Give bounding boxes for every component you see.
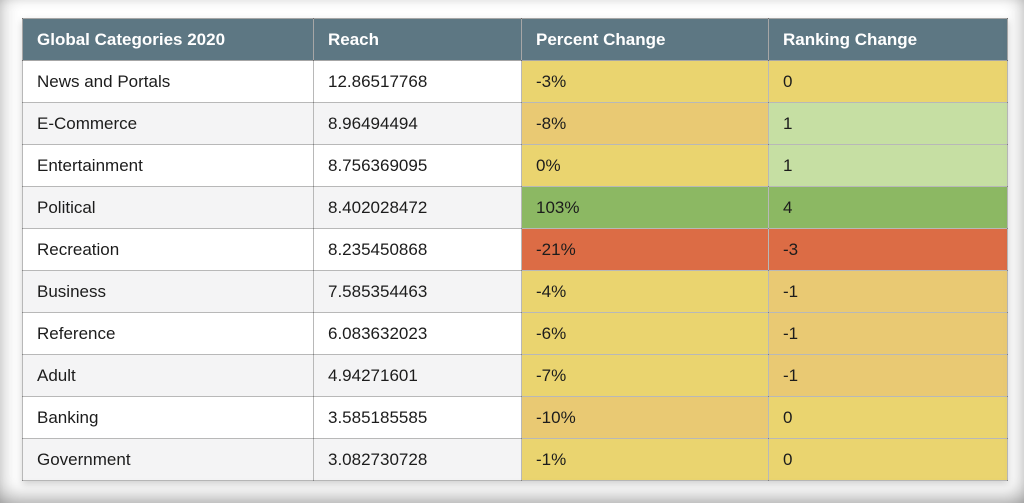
category-cell: E-Commerce: [22, 102, 314, 145]
reach-cell: 12.86517768: [313, 60, 522, 103]
percent-change-cell: 0%: [521, 144, 769, 187]
column-header-category: Global Categories 2020: [22, 18, 314, 61]
ranking-change-cell: 4: [768, 186, 1008, 229]
table-row: Adult 4.94271601 -7% -1: [22, 354, 1008, 397]
percent-change-cell: -10%: [521, 396, 769, 439]
table-row: Recreation 8.235450868 -21% -3: [22, 228, 1008, 271]
percent-change-cell: -21%: [521, 228, 769, 271]
table-row: Banking 3.585185585 -10% 0: [22, 396, 1008, 439]
ranking-change-cell: 1: [768, 102, 1008, 145]
global-categories-table: Global Categories 2020 Reach Percent Cha…: [22, 18, 1008, 481]
category-cell: Entertainment: [22, 144, 314, 187]
ranking-change-cell: -1: [768, 312, 1008, 355]
reach-cell: 7.585354463: [313, 270, 522, 313]
category-cell: Adult: [22, 354, 314, 397]
reach-cell: 6.083632023: [313, 312, 522, 355]
table-row: Entertainment 8.756369095 0% 1: [22, 144, 1008, 187]
percent-change-cell: -8%: [521, 102, 769, 145]
table-row: Government 3.082730728 -1% 0: [22, 438, 1008, 481]
percent-change-cell: -6%: [521, 312, 769, 355]
column-header-ranking-change: Ranking Change: [768, 18, 1008, 61]
category-cell: Business: [22, 270, 314, 313]
category-cell: Government: [22, 438, 314, 481]
table-row: News and Portals 12.86517768 -3% 0: [22, 60, 1008, 103]
ranking-change-cell: 0: [768, 438, 1008, 481]
reach-cell: 8.235450868: [313, 228, 522, 271]
ranking-change-cell: 1: [768, 144, 1008, 187]
category-cell: Recreation: [22, 228, 314, 271]
table-row: Political 8.402028472 103% 4: [22, 186, 1008, 229]
ranking-change-cell: 0: [768, 60, 1008, 103]
reach-cell: 8.402028472: [313, 186, 522, 229]
ranking-change-cell: -1: [768, 354, 1008, 397]
column-header-percent-change: Percent Change: [521, 18, 769, 61]
category-cell: News and Portals: [22, 60, 314, 103]
category-cell: Political: [22, 186, 314, 229]
table-header-row: Global Categories 2020 Reach Percent Cha…: [22, 18, 1008, 61]
reach-cell: 3.082730728: [313, 438, 522, 481]
reach-cell: 4.94271601: [313, 354, 522, 397]
percent-change-cell: -1%: [521, 438, 769, 481]
category-cell: Reference: [22, 312, 314, 355]
reach-cell: 8.756369095: [313, 144, 522, 187]
ranking-change-cell: -1: [768, 270, 1008, 313]
category-cell: Banking: [22, 396, 314, 439]
table-row: Business 7.585354463 -4% -1: [22, 270, 1008, 313]
percent-change-cell: -4%: [521, 270, 769, 313]
reach-cell: 3.585185585: [313, 396, 522, 439]
ranking-change-cell: 0: [768, 396, 1008, 439]
table-row: Reference 6.083632023 -6% -1: [22, 312, 1008, 355]
percent-change-cell: -3%: [521, 60, 769, 103]
percent-change-cell: 103%: [521, 186, 769, 229]
ranking-change-cell: -3: [768, 228, 1008, 271]
column-header-reach: Reach: [313, 18, 522, 61]
percent-change-cell: -7%: [521, 354, 769, 397]
reach-cell: 8.96494494: [313, 102, 522, 145]
table-row: E-Commerce 8.96494494 -8% 1: [22, 102, 1008, 145]
